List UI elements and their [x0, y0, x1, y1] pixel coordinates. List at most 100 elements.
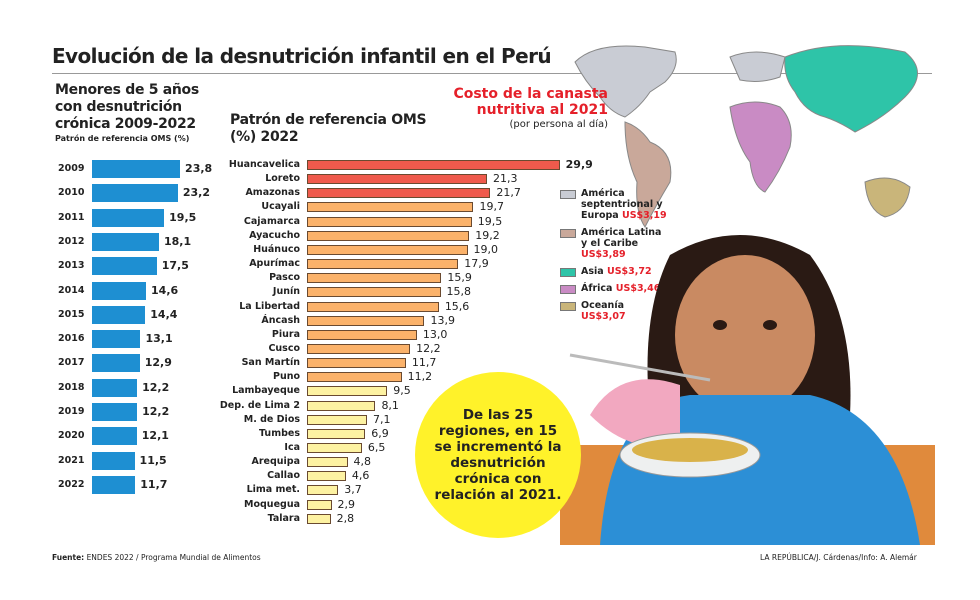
year-label: 2019: [58, 406, 85, 417]
region-bar: [307, 230, 470, 241]
region-label: San Martín: [241, 357, 300, 369]
credit: LA REPÚBLICA/J. Cárdenas/Info: A. Alemár: [760, 553, 917, 562]
north-america-europe-region: [574, 45, 786, 118]
region-value: 21,7: [496, 186, 521, 200]
region-value: 12,2: [416, 341, 441, 355]
legend-swatch: [560, 285, 576, 294]
region-value: 15,9: [447, 271, 472, 285]
cost-legend: América septentrional y Europa US$3,19 Am…: [560, 188, 670, 328]
region-label: Moquegua: [244, 498, 300, 510]
region-bar: [307, 513, 331, 524]
year-value: 14,6: [151, 283, 179, 297]
region-bar: [307, 160, 560, 170]
region-bar: [307, 428, 366, 439]
legend-item: África US$3,46: [560, 283, 670, 294]
region-label: Arequipa: [251, 456, 300, 468]
region-bar: [307, 443, 362, 453]
child-eating-photo: [560, 235, 935, 545]
region-bar: [307, 301, 439, 312]
region-bar: [307, 329, 417, 340]
region-bar: [307, 202, 474, 213]
region-label: Áncash: [261, 314, 300, 326]
region-label: Cajamarca: [243, 215, 300, 227]
region-label: Lambayeque: [232, 385, 300, 397]
region-value: 19,5: [477, 214, 503, 228]
region-bar: [307, 358, 406, 369]
region-bar: [307, 499, 332, 510]
region-label: Ica: [284, 442, 300, 453]
year-label: 2009: [58, 163, 85, 174]
legend-region: Oceanía: [581, 300, 624, 311]
source-note: Fuente: ENDES 2022 / Programa Mundial de…: [52, 553, 261, 562]
region-value: 13,0: [422, 327, 448, 341]
year-value: 12,2: [142, 405, 170, 418]
region-label: Dep. de Lima 2: [219, 399, 300, 411]
region-value: 11,7: [411, 356, 437, 370]
source-label: Fuente:: [52, 553, 85, 562]
divider: [52, 73, 932, 74]
region-bar: [307, 471, 346, 482]
year-bar: [92, 305, 146, 324]
region-bar: [307, 244, 468, 255]
region-bar: [307, 485, 339, 496]
year-value: 14,4: [150, 307, 178, 321]
legend-region: América septentrional y Europa: [581, 188, 663, 221]
year-value: 12,2: [142, 380, 170, 394]
region-label: Ayacucho: [249, 229, 300, 241]
region-bar: [307, 174, 487, 185]
region-value: 19,2: [475, 228, 500, 242]
region-bar: [307, 287, 441, 298]
legend-price: US$3,07: [581, 311, 626, 322]
year-bar: [92, 403, 138, 421]
region-label: Tumbes: [259, 427, 300, 439]
left-chart-subtitle: Patrón de referencia OMS (%): [55, 134, 190, 143]
region-value: 3,7: [344, 483, 362, 497]
year-label: 2016: [58, 333, 85, 345]
africa-region: [729, 101, 792, 193]
legend-region: Asia: [581, 266, 604, 277]
year-label: 2012: [58, 235, 85, 247]
year-bar: [92, 354, 140, 373]
region-label: Piura: [271, 328, 300, 340]
year-value: 23,2: [182, 186, 210, 200]
region-value: 4,6: [351, 469, 370, 483]
region-bar: [307, 372, 402, 383]
region-chart-title: Patrón de referencia OMS (%) 2022: [230, 112, 427, 145]
year-bar: [92, 160, 181, 178]
legend-item: Asia US$3,72: [560, 266, 670, 277]
latin-america-region: [624, 121, 672, 228]
asia-region: [784, 45, 918, 133]
region-value: 15,8: [446, 285, 472, 299]
region-label: Pasco: [269, 272, 300, 284]
oceania-region: [864, 177, 911, 218]
legend-price: US$3,46: [615, 283, 661, 294]
region-value: 4,8: [353, 455, 372, 469]
region-value: 21,3: [492, 172, 518, 186]
region-value: 6,5: [367, 441, 386, 454]
legend-swatch: [560, 268, 576, 277]
region-value: 6,9: [371, 426, 389, 440]
region-label: Huancavelica: [228, 159, 300, 170]
region-value: 15,6: [444, 299, 470, 313]
legend-swatch: [560, 302, 576, 311]
year-bar: [92, 184, 178, 203]
legend-swatch: [560, 229, 576, 238]
region-label: Cusco: [268, 342, 300, 354]
region-bar: [307, 343, 411, 354]
region-value: 9,5: [393, 384, 411, 398]
year-bar: [92, 257, 157, 276]
region-value: 2,9: [337, 497, 356, 511]
year-value: 18,1: [163, 234, 192, 248]
region-bar: [307, 414, 367, 425]
region-value: 8,1: [381, 398, 399, 412]
cost-subtitle: (por persona al día): [509, 119, 608, 130]
region-bar: [307, 188, 491, 199]
region-label: Lima met.: [246, 484, 300, 496]
region-label: Loreto: [265, 173, 300, 185]
region-label: Amazonas: [245, 187, 300, 199]
region-bar: [307, 386, 388, 397]
region-label: Puno: [272, 371, 300, 383]
year-bar: [92, 378, 138, 397]
year-label: 2020: [58, 430, 85, 442]
